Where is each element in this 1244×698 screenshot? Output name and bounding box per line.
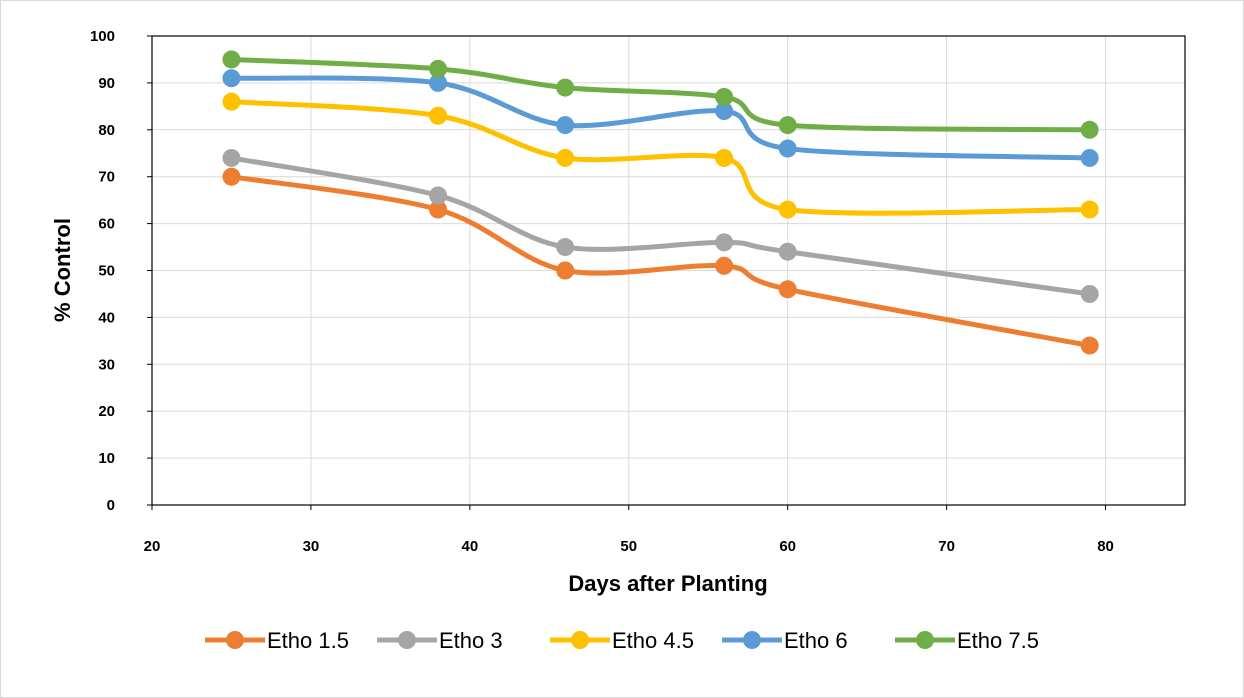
data-point bbox=[556, 116, 575, 135]
x-tick-label: 40 bbox=[462, 538, 479, 555]
x-tick-label: 30 bbox=[303, 538, 320, 555]
data-point bbox=[429, 73, 448, 92]
data-point bbox=[715, 148, 734, 167]
data-point bbox=[429, 59, 448, 78]
legend-label: Etho 3 bbox=[439, 628, 503, 653]
data-point bbox=[222, 50, 241, 69]
data-point bbox=[715, 233, 734, 252]
x-tick-label: 60 bbox=[779, 538, 796, 555]
data-point bbox=[778, 139, 797, 158]
y-tick-label: 20 bbox=[98, 403, 115, 420]
data-point bbox=[778, 200, 797, 219]
data-point bbox=[556, 238, 575, 257]
legend-marker bbox=[226, 631, 244, 649]
legend-marker bbox=[743, 631, 761, 649]
data-point bbox=[556, 78, 575, 97]
legend: Etho 1.5 Etho 3 Etho 4.5 Etho 6 Etho 7.5 bbox=[205, 628, 1039, 653]
legend-label: Etho 1.5 bbox=[267, 628, 349, 653]
gridlines bbox=[152, 36, 1185, 505]
data-point bbox=[222, 167, 241, 186]
x-axis-title: Days after Planting bbox=[568, 571, 767, 596]
data-point bbox=[778, 116, 797, 135]
series-line-2 bbox=[228, 99, 1093, 216]
series-line-3 bbox=[228, 75, 1093, 161]
y-tick-label: 30 bbox=[98, 356, 115, 373]
data-point bbox=[1080, 284, 1099, 303]
y-tick-label: 60 bbox=[98, 216, 115, 233]
y-tick-label: 50 bbox=[98, 263, 115, 280]
series-line-1 bbox=[228, 155, 1093, 297]
y-tick-label: 80 bbox=[98, 122, 115, 139]
legend-label: Etho 7.5 bbox=[957, 628, 1039, 653]
data-point bbox=[715, 87, 734, 106]
y-axis-ticks: 0 10 20 30 40 50 60 70 80 90 100 bbox=[90, 28, 152, 514]
series-line-0 bbox=[228, 174, 1093, 349]
y-tick-label: 100 bbox=[90, 28, 115, 45]
y-tick-label: 0 bbox=[107, 497, 115, 514]
data-point bbox=[1080, 336, 1099, 355]
y-tick-label: 70 bbox=[98, 169, 115, 186]
y-axis-title: % Control bbox=[50, 218, 75, 322]
data-point bbox=[1080, 148, 1099, 167]
series-line-4 bbox=[228, 56, 1093, 133]
legend-label: Etho 6 bbox=[784, 628, 848, 653]
x-tick-label: 80 bbox=[1097, 538, 1114, 555]
data-point bbox=[778, 280, 797, 299]
data-point bbox=[556, 148, 575, 167]
y-tick-label: 90 bbox=[98, 75, 115, 92]
data-point bbox=[778, 242, 797, 261]
data-point bbox=[715, 102, 734, 121]
data-point bbox=[429, 200, 448, 219]
x-tick-label: 20 bbox=[144, 538, 161, 555]
x-axis-ticks: 20 30 40 50 60 70 80 bbox=[144, 505, 1114, 555]
data-point bbox=[556, 261, 575, 280]
data-point bbox=[222, 92, 241, 111]
series-lines bbox=[228, 56, 1093, 349]
legend-marker bbox=[916, 631, 934, 649]
legend-marker bbox=[571, 631, 589, 649]
x-tick-label: 50 bbox=[620, 538, 637, 555]
series-markers bbox=[222, 50, 1099, 355]
x-tick-label: 70 bbox=[938, 538, 955, 555]
data-point bbox=[1080, 200, 1099, 219]
data-point bbox=[1080, 120, 1099, 139]
y-tick-label: 40 bbox=[98, 309, 115, 326]
y-tick-label: 10 bbox=[98, 450, 115, 467]
legend-label: Etho 4.5 bbox=[612, 628, 694, 653]
data-point bbox=[429, 186, 448, 205]
data-point bbox=[715, 256, 734, 275]
data-point bbox=[222, 69, 241, 88]
data-point bbox=[429, 106, 448, 125]
legend-marker bbox=[398, 631, 416, 649]
data-point bbox=[222, 148, 241, 167]
